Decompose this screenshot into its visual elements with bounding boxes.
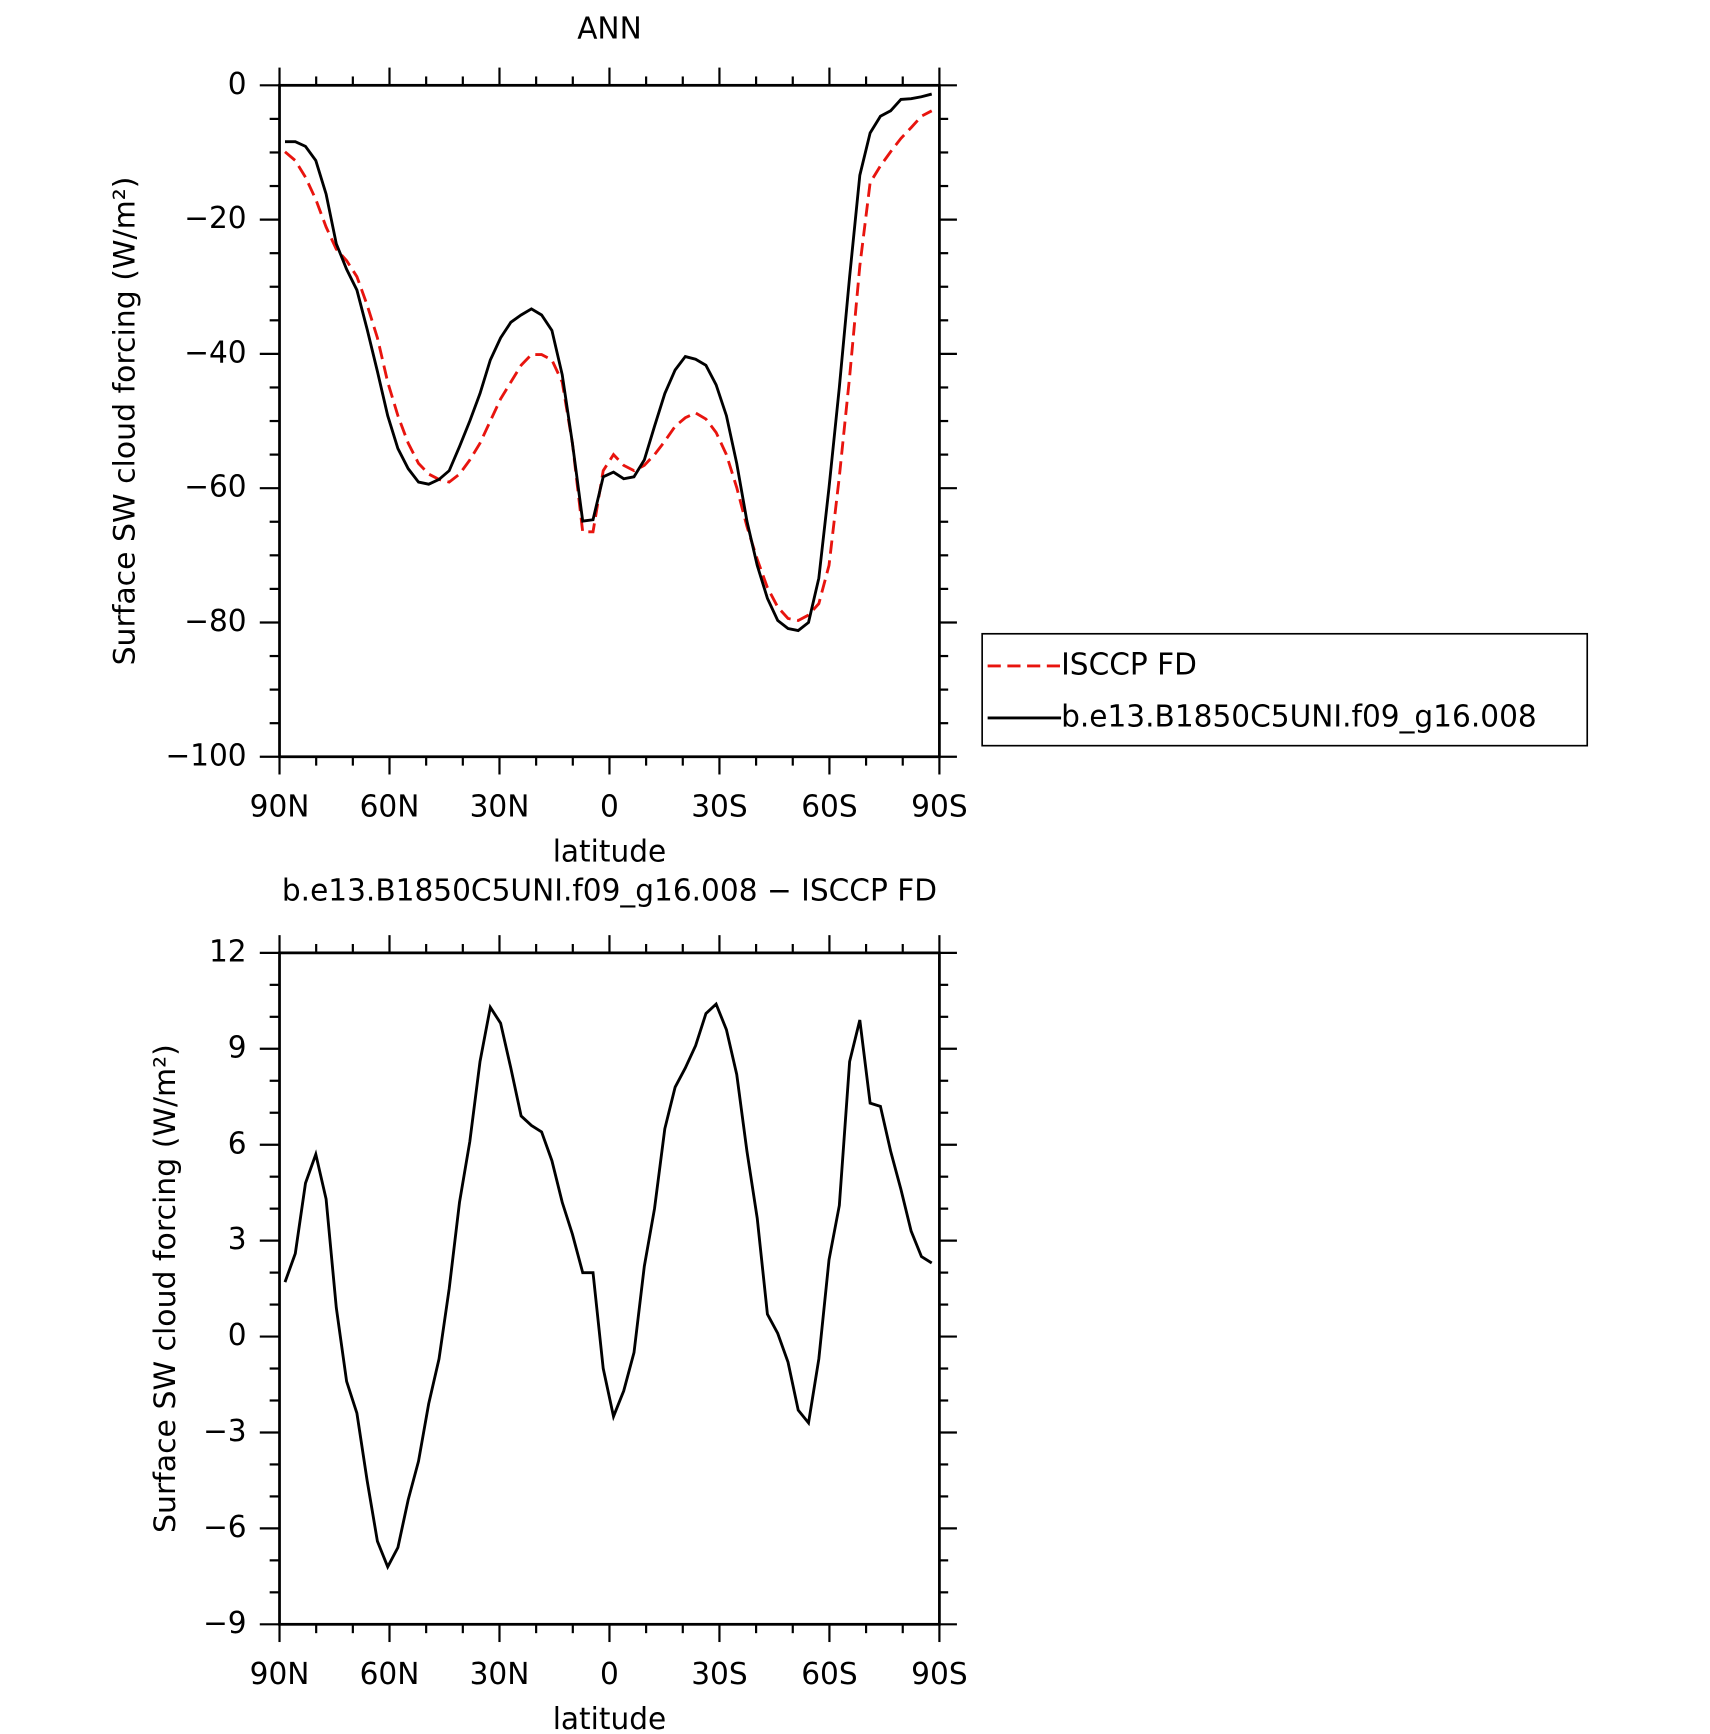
x-tick-label: 90S [911, 789, 967, 824]
x-tick-label: 30N [470, 1657, 530, 1692]
legend-box [981, 632, 1589, 747]
legend-label: b.e13.B1850C5UNI.f09_g16.008 [1061, 699, 1537, 734]
plot-frame [278, 83, 941, 759]
series-line [285, 92, 933, 633]
y-tick-label: −3 [203, 1414, 247, 1449]
y-tick-label: −80 [184, 604, 246, 639]
y-tick-label: −100 [165, 738, 246, 773]
y-tick-label: −60 [184, 470, 246, 505]
y-tick-label: 3 [228, 1222, 247, 1257]
x-tick-label: 30S [691, 789, 747, 824]
y-tick-label: −9 [203, 1606, 247, 1641]
y-tick-label: −20 [184, 201, 246, 236]
legend-label: ISCCP FD [1061, 647, 1197, 682]
x-tick-label: 30S [691, 1657, 747, 1692]
x-tick-label: 90N [250, 1657, 310, 1692]
x-axis-label: latitude [553, 1702, 667, 1734]
y-tick-label: −6 [203, 1510, 247, 1545]
y-axis-label: Surface SW cloud forcing (W/m²) [108, 177, 143, 666]
x-tick-label: 60N [360, 789, 420, 824]
y-tick-label: 0 [228, 1318, 247, 1353]
y-tick-label: 0 [228, 67, 247, 102]
series-line [283, 1001, 933, 1571]
x-tick-label: 0 [600, 789, 619, 824]
chart-title: ANN [577, 11, 642, 46]
x-tick-label: 90S [911, 1657, 967, 1692]
x-tick-label: 90N [250, 789, 310, 824]
chart-title: b.e13.B1850C5UNI.f09_g16.008 − ISCCP FD [282, 873, 937, 908]
series-line [284, 109, 933, 622]
x-tick-label: 0 [600, 1657, 619, 1692]
x-tick-label: 60N [360, 1657, 420, 1692]
y-tick-label: −40 [184, 335, 246, 370]
x-tick-label: 30N [470, 789, 530, 824]
y-tick-label: 6 [228, 1126, 247, 1161]
x-tick-label: 60S [801, 1657, 857, 1692]
x-axis-label: latitude [553, 835, 667, 870]
x-tick-label: 60S [801, 789, 857, 824]
y-tick-label: 9 [228, 1030, 247, 1065]
y-axis-label: Surface SW cloud forcing (W/m²) [148, 1044, 183, 1533]
plot-frame [278, 951, 941, 1626]
y-tick-label: 12 [209, 934, 247, 969]
